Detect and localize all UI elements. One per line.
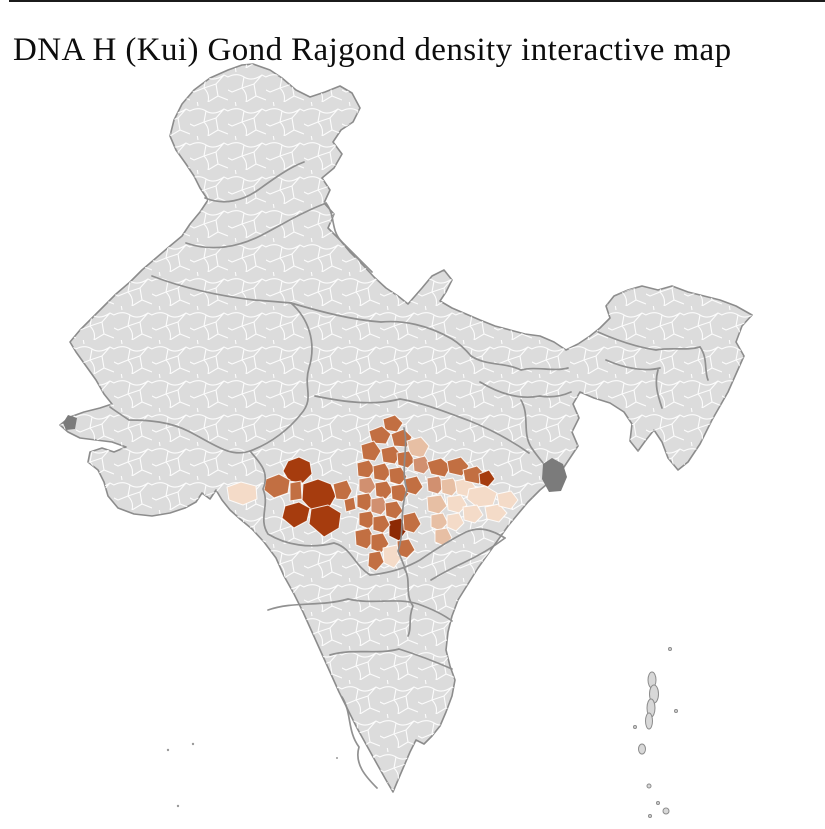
state-border-line (151, 275, 292, 304)
island (336, 757, 338, 759)
district-L5[interactable] (308, 504, 342, 538)
lakshadweep-islands[interactable] (166, 742, 338, 808)
island (648, 814, 652, 818)
district-L4[interactable] (384, 500, 404, 520)
district-L4[interactable] (374, 480, 394, 500)
state-border-line (397, 427, 408, 569)
state-border-line (430, 537, 506, 581)
district-L5[interactable] (282, 456, 313, 484)
island (645, 712, 653, 730)
district-L4[interactable] (360, 440, 382, 462)
island (191, 742, 195, 746)
marsh-patches (63, 415, 567, 492)
district-L4[interactable] (367, 550, 385, 572)
district-L4[interactable] (426, 457, 452, 478)
state-border-line (325, 202, 373, 273)
island (646, 783, 652, 789)
district-L2[interactable] (430, 512, 449, 532)
state-border-line (290, 302, 472, 357)
state-border-line (403, 567, 414, 637)
state-border-line (329, 648, 453, 670)
district-L4[interactable] (372, 514, 391, 534)
district-L4[interactable] (289, 480, 303, 502)
state-border-line (479, 381, 572, 399)
island (638, 743, 646, 755)
sundarbans-delta-patch (542, 458, 567, 492)
andaman-nicobar-islands[interactable] (633, 647, 678, 818)
island (176, 804, 180, 808)
district-L2[interactable] (440, 477, 460, 497)
island (668, 647, 672, 651)
state-border-line (655, 369, 663, 409)
top-border-rule (9, 0, 825, 2)
district-L4[interactable] (404, 475, 424, 496)
district-L5[interactable] (478, 469, 496, 488)
district-L1[interactable] (446, 512, 465, 532)
district-L4[interactable] (372, 462, 392, 482)
state-border-line (605, 359, 661, 371)
highlighted-districts[interactable] (226, 414, 519, 572)
district-L4[interactable] (356, 459, 376, 479)
district-L3[interactable] (412, 455, 432, 475)
state-border-line (520, 399, 544, 464)
kutch-marsh-patch (63, 415, 77, 430)
state-border-line (267, 598, 453, 622)
state-border-line (185, 202, 327, 249)
island (166, 748, 170, 752)
district-L5[interactable] (301, 478, 337, 513)
district-L4[interactable] (368, 425, 392, 445)
state-border-line (314, 395, 530, 454)
state-border-line (249, 450, 506, 576)
island (633, 725, 637, 729)
island (662, 807, 670, 815)
district-L4[interactable] (396, 450, 416, 469)
district-L2[interactable] (426, 494, 448, 515)
district-L4[interactable] (332, 479, 353, 501)
state-borders (109, 161, 709, 789)
island (656, 801, 660, 805)
state-border-line (597, 331, 701, 351)
state-border-line (470, 355, 569, 371)
district-L3[interactable] (358, 476, 377, 496)
district-L5[interactable] (281, 501, 311, 529)
district-L4[interactable] (402, 511, 422, 534)
state-border-line (699, 346, 709, 381)
page-title: DNA H (Kui) Gond Rajgond density interac… (13, 32, 732, 69)
state-border-line (204, 161, 305, 203)
district-L1[interactable] (496, 490, 519, 510)
island (674, 709, 678, 713)
district-L4[interactable] (343, 496, 357, 513)
district-L1[interactable] (484, 503, 508, 523)
district-L1[interactable] (462, 504, 484, 524)
district-L4[interactable] (388, 466, 408, 486)
state-border-line (341, 696, 378, 789)
district-L1[interactable] (226, 481, 258, 506)
district-L3[interactable] (370, 496, 389, 516)
